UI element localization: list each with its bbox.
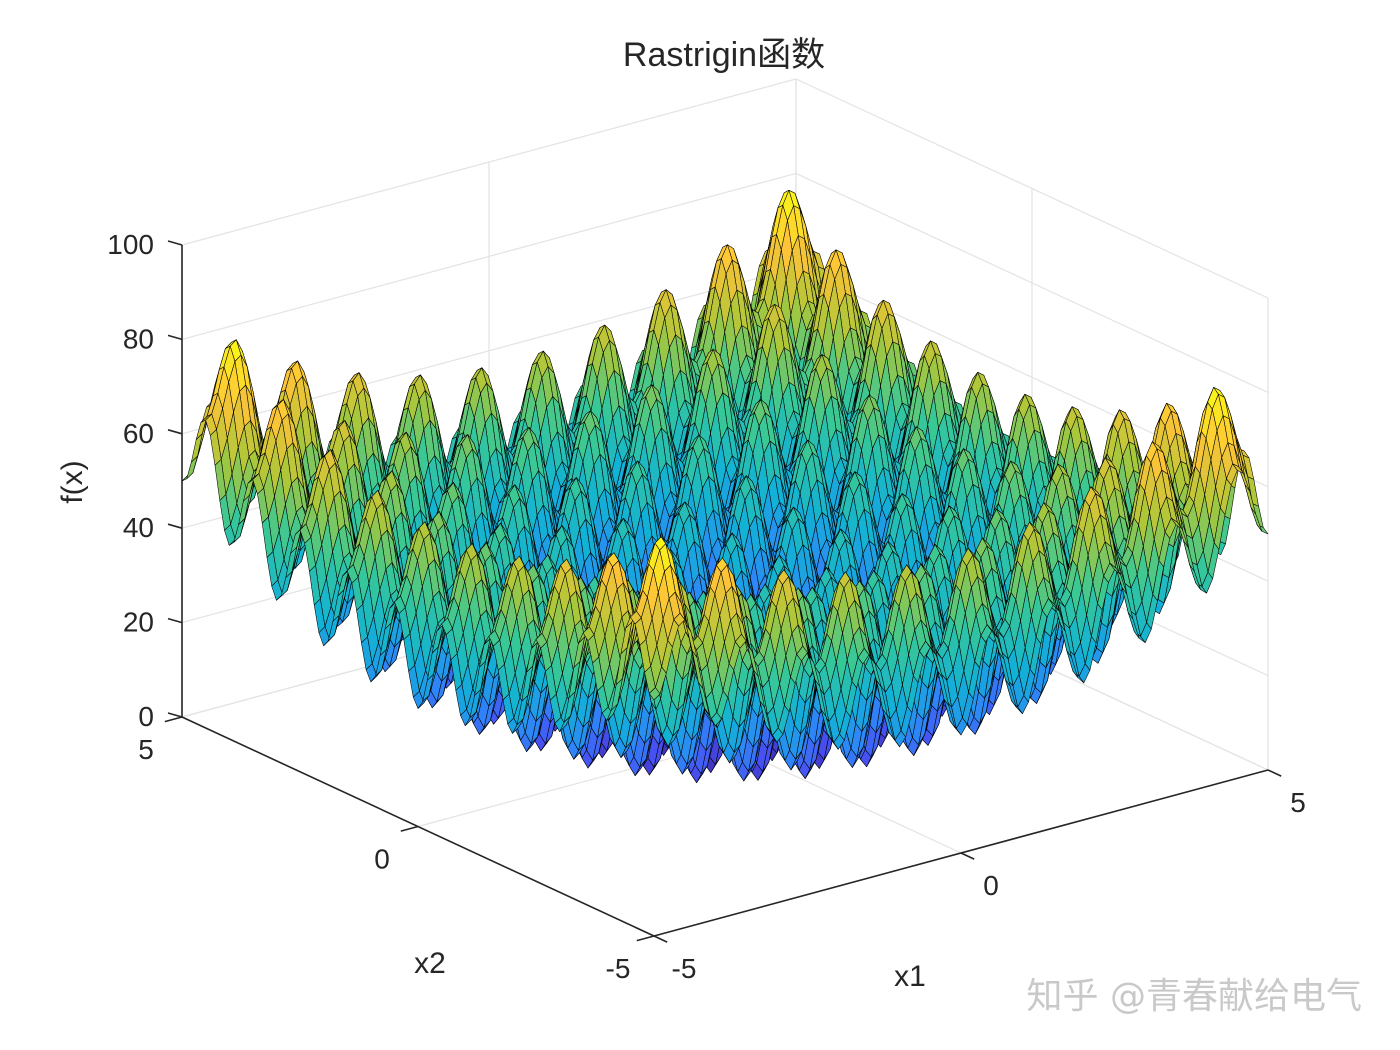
z-tick-mark bbox=[167, 617, 183, 624]
surface-plot bbox=[181, 190, 1269, 783]
x-tick-mark bbox=[960, 852, 975, 860]
y-tick-mark bbox=[400, 825, 419, 832]
y-tick-mark bbox=[636, 935, 655, 942]
z-tick-mark bbox=[167, 523, 183, 529]
z-tick-mark bbox=[167, 429, 183, 435]
z-tick-mark bbox=[167, 712, 183, 718]
z-tick-mark bbox=[167, 334, 183, 341]
y-tick-mark bbox=[164, 716, 183, 723]
x-tick-mark bbox=[653, 935, 668, 943]
z-tick-mark bbox=[167, 240, 183, 246]
x-tick-mark bbox=[1267, 769, 1282, 777]
